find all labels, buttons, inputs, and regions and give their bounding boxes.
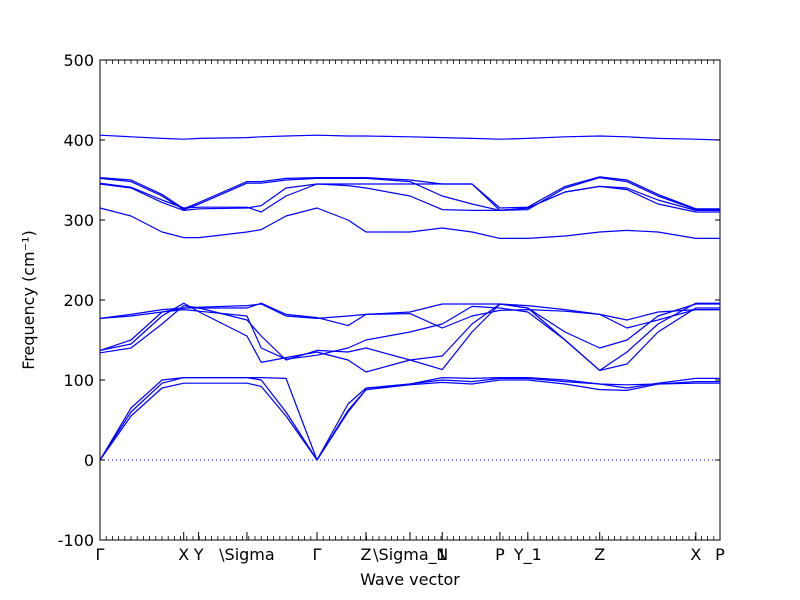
x-tick-label: X <box>178 545 189 564</box>
x-tick-label: Z <box>360 545 371 564</box>
x-tick-label: Γ <box>96 545 105 564</box>
y-tick-label: 200 <box>63 291 94 310</box>
band-line-7 <box>99 303 720 321</box>
x-tick-label: Y <box>193 545 204 564</box>
x-axis-ticks: Γ X Y \Sigma Γ Z \Sigma_1N P Y_1 Z X P <box>96 60 725 565</box>
x-tick-label: \Sigma <box>219 545 275 564</box>
band-line-3 <box>99 377 720 461</box>
band-line-13 <box>99 176 720 210</box>
y-tick-label: -100 <box>58 531 94 550</box>
band-line-4 <box>99 302 720 371</box>
band-line-8 <box>99 302 720 329</box>
band-line-11 <box>99 182 720 213</box>
band-line-10 <box>99 183 720 213</box>
x-axis-label: Wave vector <box>360 570 460 589</box>
y-tick-label: 0 <box>84 451 94 470</box>
y-tick-label: 100 <box>63 371 94 390</box>
band-line-2 <box>99 379 720 461</box>
x-tick-label: N <box>436 545 448 564</box>
plot-frame <box>99 59 721 541</box>
x-tick-label: X <box>690 545 701 564</box>
y-axis-ticks: -100 0 100 200 300 400 500 <box>58 51 720 550</box>
x-tick-label: P <box>495 545 505 564</box>
x-tick-label: Y_1 <box>513 545 542 565</box>
axes <box>99 59 721 541</box>
band-line-6 <box>99 305 720 371</box>
y-tick-label: 300 <box>63 211 94 230</box>
band-line-9 <box>99 207 720 239</box>
y-tick-label: 500 <box>63 51 94 70</box>
x-tick-label: \Sigma_1 <box>373 545 447 565</box>
x-tick-label: Z <box>594 545 605 564</box>
band-line-12 <box>99 177 720 211</box>
x-tick-label: Γ <box>313 545 322 564</box>
x-tick-label: P <box>715 545 725 564</box>
y-axis-label: Frequency (cm⁻¹) <box>19 230 38 369</box>
band-lines <box>99 134 721 461</box>
band-line-14 <box>99 134 721 141</box>
y-tick-label: 400 <box>63 131 94 150</box>
